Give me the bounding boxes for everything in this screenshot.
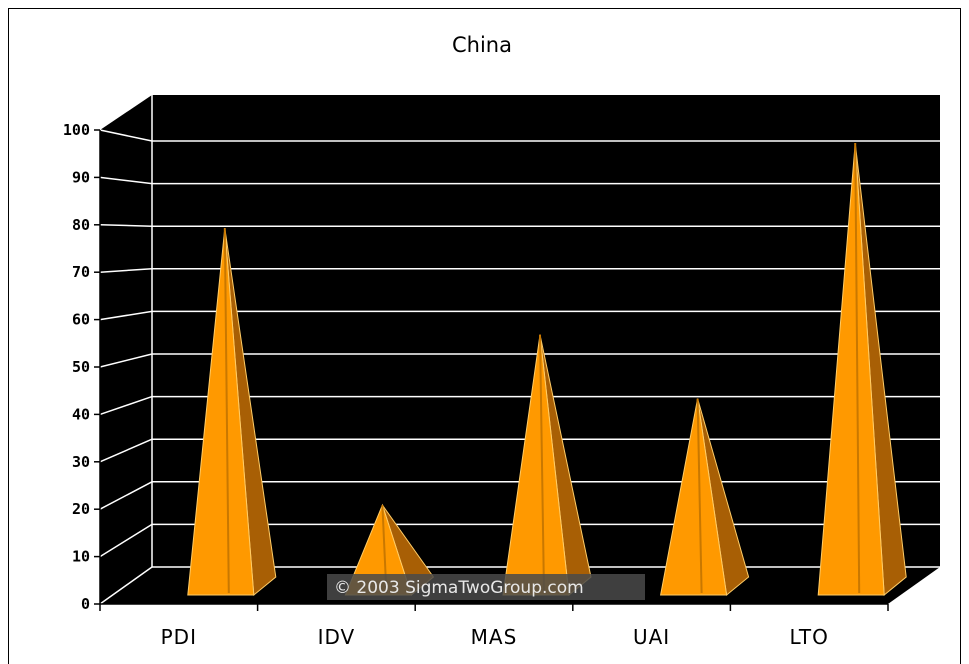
gridline-side [99,176,153,185]
y-tick-label: 100 [63,121,90,139]
bar-front-face [659,398,728,596]
gridline-side [99,438,153,463]
y-tick-label: 80 [72,216,90,234]
gridline-side [99,395,153,416]
x-tick-label: LTO [790,625,829,649]
gridline-side [99,481,153,510]
gridline-side [99,129,153,142]
y-tick-label: 50 [72,358,90,376]
bar-uai [659,398,750,596]
bar-front-face [817,142,885,596]
plot-back-wall [152,95,940,567]
bars [187,142,907,597]
y-tick-label: 40 [72,405,90,423]
bar-pdi [187,228,277,596]
gridline-side [99,268,153,273]
y-tick-label: 0 [81,595,90,613]
y-axis-ticks: 0 10 20 30 40 50 60 70 80 90 100 [63,121,100,613]
bar-lto [817,142,907,597]
gridline-side [99,224,153,227]
x-tick-label: IDV [318,625,356,649]
bar-front-face [187,228,255,596]
y-tick-label: 60 [72,311,90,329]
y-tick-label: 10 [72,548,90,566]
bar-ridge [539,334,545,594]
gridline-side [99,566,153,605]
plot-side-wall [100,95,152,604]
gridline-side [99,310,153,321]
x-tick-label: MAS [471,625,518,649]
chart-title: China [452,33,512,57]
watermark-bg [327,574,645,600]
x-tick-label: UAI [633,625,670,649]
gridline-side [99,353,153,368]
y-tick-label: 70 [72,263,90,281]
bar-ridge [696,398,703,594]
bar-ridge [854,142,861,594]
y-tick-label: 20 [72,500,90,518]
watermark: © 2003 SigmaTwoGroup.com [334,578,584,598]
y-tick-label: 90 [72,168,90,186]
x-tick-label: PDI [161,625,197,649]
y-tick-label: 30 [72,453,90,471]
gridline-side [99,523,153,558]
x-axis: PDI IDV MAS UAI LTO [99,603,889,649]
bar-ridge [223,228,230,594]
